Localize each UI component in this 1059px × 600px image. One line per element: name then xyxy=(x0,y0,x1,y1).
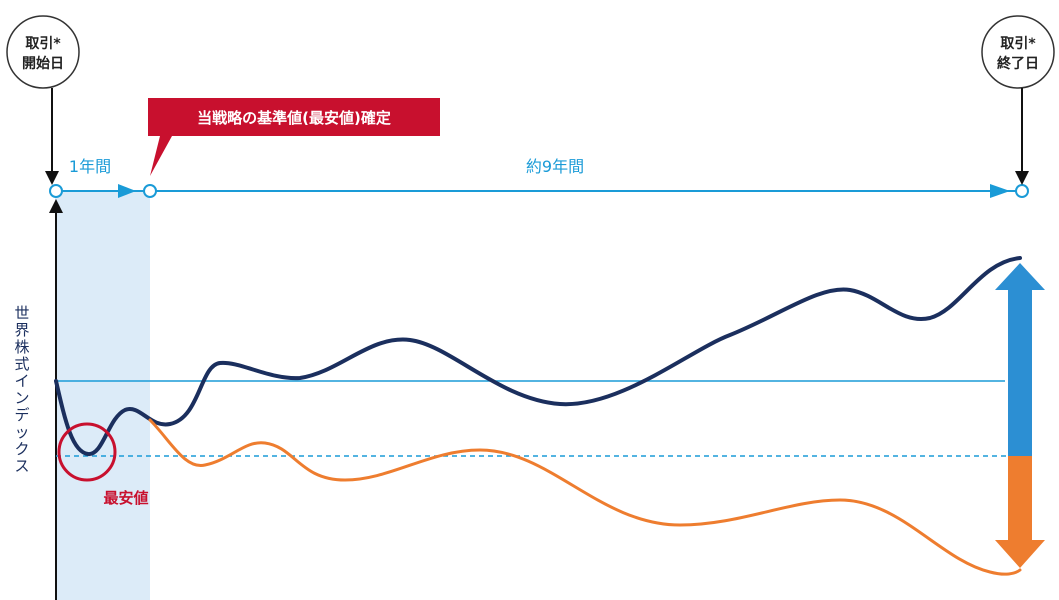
timeline-node-end xyxy=(1015,184,1029,198)
period-rest-label: 約9年間 xyxy=(526,157,584,176)
start-date-bubble: 取引* 開始日 xyxy=(6,15,80,89)
upside-arrow xyxy=(995,263,1045,456)
start-label-line2: 開始日 xyxy=(22,55,64,72)
period-first-label: 1年間 xyxy=(69,157,111,176)
timeline-node-1y xyxy=(143,184,157,198)
timeline-arrowhead-end xyxy=(990,184,1010,198)
y-axis-char: イ xyxy=(14,372,29,390)
y-axis-char: ク xyxy=(14,440,29,458)
y-axis-char: デ xyxy=(14,406,29,424)
y-axis-char: ス xyxy=(14,457,29,475)
y-axis-char: 界 xyxy=(14,321,29,339)
world-index-line xyxy=(54,256,1022,456)
strategy-line xyxy=(148,418,1022,576)
end-label-line2: 終了日 xyxy=(997,55,1039,72)
timeline xyxy=(49,184,1029,198)
y-axis-char: 世 xyxy=(14,304,29,322)
end-date-bubble: 取引* 終了日 xyxy=(981,15,1055,89)
lowest-value-label: 最安値 xyxy=(103,489,148,507)
start-label-line1: 取引* xyxy=(25,36,61,52)
end-label-line1: 取引* xyxy=(1000,36,1036,52)
lowest-value-marker xyxy=(57,422,117,482)
y-axis-char: ン xyxy=(14,389,29,407)
callout-text: 当戦略の基準値(最安値)確定 xyxy=(197,109,391,127)
timeline-node-start xyxy=(49,184,63,198)
first-year-shade xyxy=(55,192,150,600)
y-axis-char: 株 xyxy=(14,338,29,356)
downside-arrow xyxy=(995,456,1045,568)
y-axis-label: 世 界 株 式 イ ン デ ッ ク ス xyxy=(14,304,29,475)
timeline-arrowhead-1y xyxy=(118,184,136,198)
y-axis-char: ッ xyxy=(14,423,29,441)
y-axis-char: 式 xyxy=(14,355,29,373)
base-value-callout: 当戦略の基準値(最安値)確定 xyxy=(148,98,440,176)
